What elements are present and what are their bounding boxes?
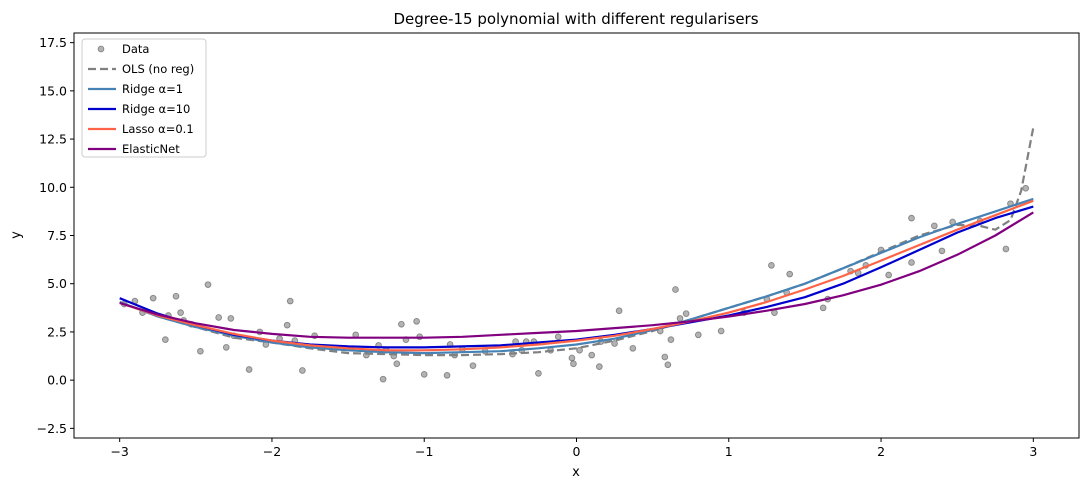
data-point (570, 360, 577, 368)
data-point (615, 307, 623, 315)
x-tick-label: 3 (1029, 444, 1037, 459)
data-point (162, 336, 169, 343)
data-point (930, 222, 938, 230)
data-point (786, 270, 794, 278)
data-point (215, 314, 223, 321)
data-point (172, 292, 180, 300)
legend-marker (97, 45, 105, 53)
data-point (535, 370, 542, 377)
series-line-4 (119, 199, 1034, 352)
chart-title: Degree-15 polynomial with different regu… (393, 10, 758, 28)
y-tick-label: 17.5 (39, 35, 67, 50)
y-tick-label: 2.5 (47, 324, 67, 339)
data-point (885, 271, 893, 279)
data-point (819, 304, 827, 312)
x-axis: −3 −2 −1 0 1 2 3 (110, 438, 1037, 459)
data-point (443, 371, 451, 379)
data-point (393, 360, 401, 368)
data-point (717, 327, 725, 335)
x-tick-label: −1 (415, 444, 433, 459)
y-tick-label: 5.0 (47, 276, 67, 291)
y-tick-label: 12.5 (39, 132, 67, 147)
data-point (768, 262, 775, 269)
x-tick-label: 0 (573, 444, 581, 459)
y-tick-label: 0.0 (47, 373, 67, 388)
x-tick-label: −2 (263, 444, 281, 459)
data-point (1002, 245, 1010, 253)
data-point (676, 315, 684, 322)
legend-label: ElasticNet (122, 142, 180, 156)
x-tick-label: 1 (725, 444, 733, 459)
data-point (149, 294, 157, 302)
y-tick-label: 7.5 (47, 228, 67, 243)
x-tick-label: −3 (110, 444, 128, 459)
legend-label: OLS (no reg) (122, 62, 194, 76)
series-line-2 (119, 197, 1034, 355)
legend-label: Ridge α=1 (122, 82, 183, 96)
legend: Data OLS (no reg) Ridge α=1 Ridge α=10 Lasso… (81, 38, 207, 158)
data-point (245, 366, 253, 373)
legend-label: Data (122, 42, 149, 56)
y-axis: −2.5 0.0 2.5 5.0 7.5 10.0 12.5 15.0 17.5 (37, 35, 74, 436)
data-point (227, 315, 235, 322)
data-point (694, 331, 702, 339)
plot-background (74, 33, 1079, 438)
data-point (661, 353, 669, 361)
data-point (283, 321, 291, 329)
data-point (420, 371, 428, 378)
data-point (938, 247, 946, 255)
data-point (588, 351, 596, 359)
data-point (204, 281, 212, 289)
legend-box (81, 38, 207, 158)
data-point (398, 320, 405, 328)
y-tick-label: 15.0 (39, 83, 67, 98)
data-point (286, 297, 294, 305)
data-point (413, 317, 420, 325)
y-tick-label: 10.0 (39, 180, 67, 195)
data-point (177, 309, 184, 316)
series-line-5 (119, 211, 1034, 339)
data-point (664, 361, 672, 369)
data-point (908, 259, 915, 266)
data-point (682, 310, 690, 317)
data-point (1022, 184, 1030, 192)
data-point (576, 346, 583, 354)
data-point (611, 340, 618, 347)
data-point (568, 354, 576, 362)
data-point (299, 367, 306, 374)
x-axis-label: x (572, 465, 580, 480)
data-point (379, 375, 387, 383)
data-point (469, 362, 477, 370)
legend-label: Lasso α=0.1 (122, 122, 194, 136)
data-point (554, 333, 562, 341)
y-axis-label: y (9, 231, 24, 239)
plot-area (73, 32, 1080, 439)
data-point (667, 336, 675, 343)
x-tick-label: 2 (877, 444, 885, 459)
data-point (197, 347, 204, 355)
data-point (629, 344, 637, 352)
data-point (222, 344, 230, 351)
data-point (672, 286, 679, 293)
data-point (908, 214, 915, 222)
y-tick-label: −2.5 (37, 421, 67, 436)
legend-label: Ridge α=10 (122, 102, 190, 116)
data-point (595, 363, 603, 370)
